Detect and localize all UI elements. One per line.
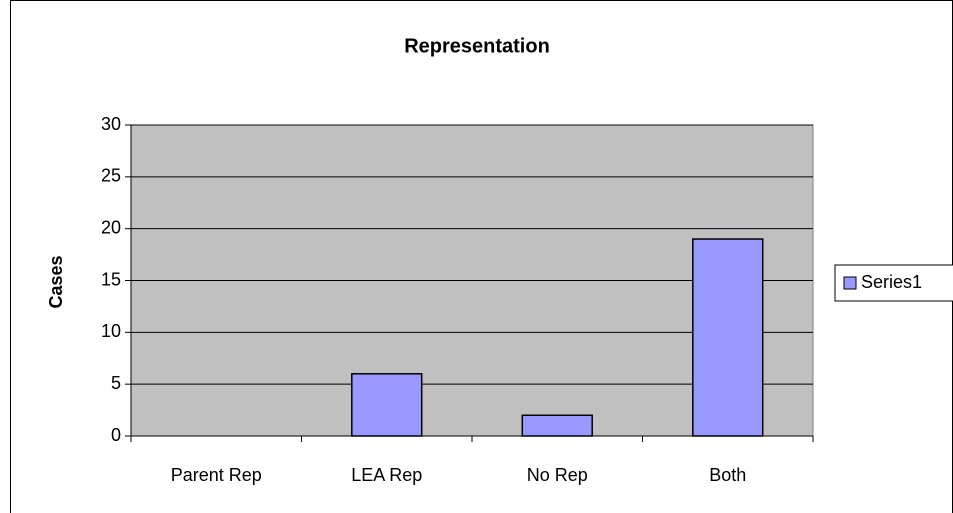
- y-tick-label: 25: [101, 166, 121, 186]
- legend-swatch: [843, 276, 857, 290]
- y-tick-label: 15: [101, 269, 121, 289]
- x-tick-label: No Rep: [527, 465, 588, 485]
- legend-label: Series1: [861, 272, 922, 292]
- chart-title: Representation: [404, 35, 550, 57]
- bar: [692, 238, 764, 437]
- x-tick-label: LEA Rep: [351, 465, 422, 485]
- y-tick-label: 20: [101, 217, 121, 237]
- x-tick-label: Parent Rep: [171, 465, 262, 485]
- y-tick-label: 10: [101, 321, 121, 341]
- bar: [521, 414, 593, 437]
- y-tick-label: 5: [111, 373, 121, 393]
- bar: [351, 373, 423, 437]
- y-tick-label: 0: [111, 425, 121, 445]
- y-tick-label: 30: [101, 114, 121, 134]
- y-axis-label: Cases: [46, 255, 66, 308]
- x-tick-label: Both: [709, 465, 746, 485]
